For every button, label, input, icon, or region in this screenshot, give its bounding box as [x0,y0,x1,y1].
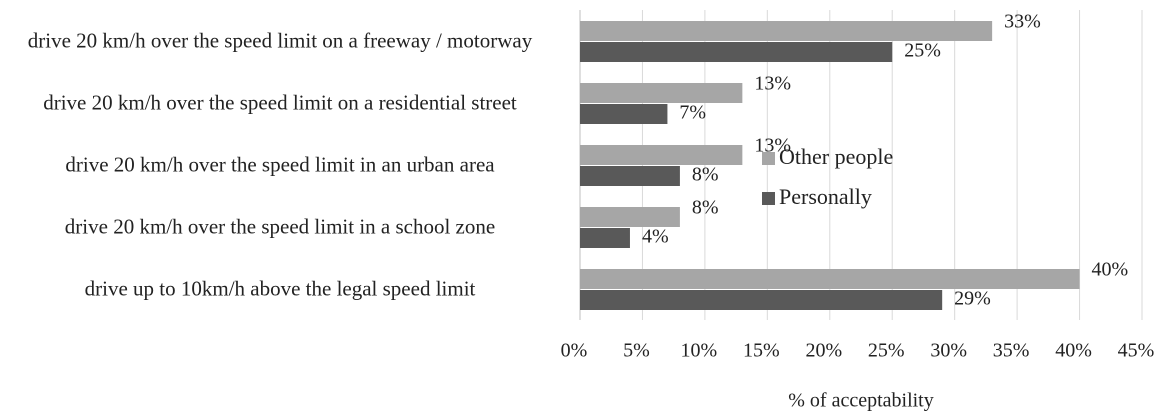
x-tick-label: 25% [868,340,905,362]
bar [580,290,943,310]
value-label: 4% [642,226,669,248]
x-tick-label: 45% [1118,340,1155,362]
value-label: 25% [904,40,941,62]
bar [580,166,680,186]
y-tick-label: drive 20 km/h over the speed limit in an… [65,152,495,177]
bar [580,104,668,124]
bar [580,207,680,227]
x-tick-label: 15% [743,340,780,362]
bar [580,269,1080,289]
bar [580,145,743,165]
value-label: 29% [954,288,991,310]
y-tick-label: drive 20 km/h over the speed limit in a … [64,214,496,239]
value-label: 13% [754,73,791,95]
x-tick-label: 10% [681,340,718,362]
bar [580,21,993,41]
x-tick-label: 35% [993,340,1030,362]
legend-swatch [762,192,775,205]
value-label: 40% [1092,259,1129,281]
value-label: 7% [679,102,706,124]
bar [580,83,743,103]
x-tick-label: 0% [561,340,588,362]
x-tick-label: 20% [805,340,842,362]
x-tick-label: 40% [1055,340,1092,362]
value-label: 33% [1004,11,1041,33]
x-tick-label: 5% [623,340,650,362]
legend-label: Other people [779,144,893,169]
y-tick-label: drive 20 km/h over the speed limit on a … [27,28,533,53]
y-tick-label: drive 20 km/h over the speed limit on a … [43,90,517,115]
value-label: 8% [692,164,719,186]
value-label: 8% [692,197,719,219]
bar [580,228,630,248]
x-tick-label: 30% [930,340,967,362]
bar [580,42,893,62]
value-label: 13% [754,135,791,157]
legend-swatch [762,152,775,165]
y-tick-label: drive up to 10km/h above the legal speed… [84,276,476,301]
legend-label: Personally [779,184,872,209]
x-axis-label: % of acceptability [788,390,934,412]
